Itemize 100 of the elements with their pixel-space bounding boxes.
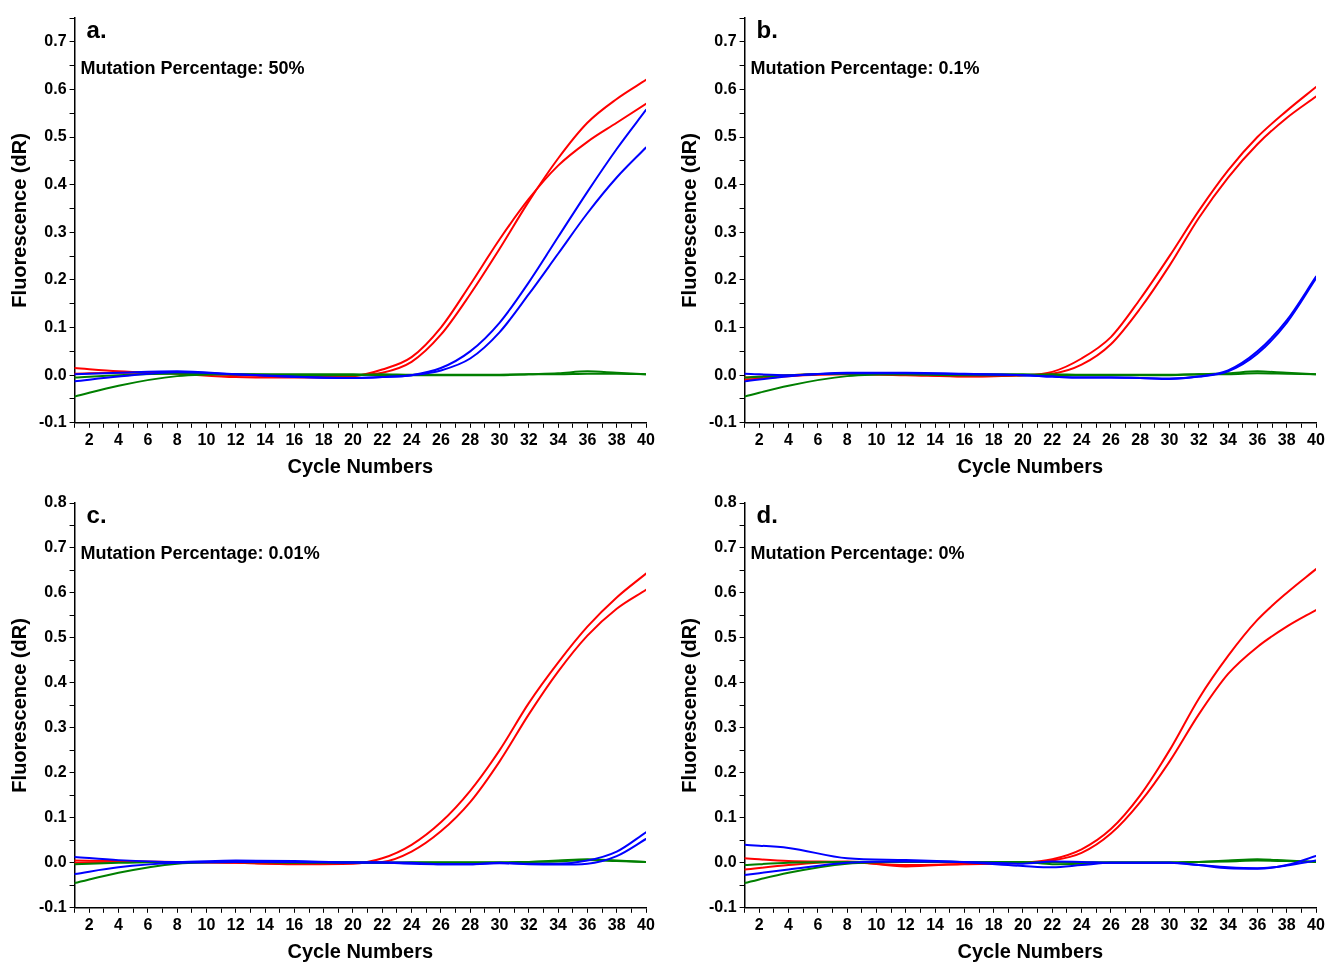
x-tick-label: 40 bbox=[637, 430, 655, 448]
x-tick-label: 28 bbox=[1131, 915, 1150, 933]
x-tick-label: 18 bbox=[314, 430, 333, 448]
x-tick-label: 40 bbox=[1307, 430, 1325, 448]
x-tick-label: 4 bbox=[784, 915, 794, 933]
x-tick-label: 12 bbox=[226, 915, 245, 933]
y-axis-title: Fluorescence (dR) bbox=[7, 133, 30, 308]
x-tick-label: 26 bbox=[1101, 430, 1120, 448]
x-tick-label: 12 bbox=[226, 430, 245, 448]
chart-title: a. bbox=[86, 16, 107, 43]
x-tick-label: 4 bbox=[784, 430, 794, 448]
x-tick-label: 14 bbox=[926, 915, 945, 933]
x-tick-label: 30 bbox=[1160, 915, 1179, 933]
x-tick-label: 24 bbox=[1072, 915, 1091, 933]
x-tick-label: 2 bbox=[754, 430, 764, 448]
x-tick-label: 40 bbox=[1307, 915, 1325, 933]
x-tick-label: 4 bbox=[114, 430, 124, 448]
y-tick-label: 0.7 bbox=[714, 538, 737, 556]
x-tick-label: 24 bbox=[1072, 430, 1091, 448]
x-tick-label: 32 bbox=[1189, 430, 1208, 448]
x-tick-label: 22 bbox=[1043, 915, 1062, 933]
y-tick-label: 0.5 bbox=[44, 127, 67, 145]
y-tick-label: 0.4 bbox=[44, 673, 67, 691]
y-tick-label: 0.6 bbox=[44, 583, 67, 601]
x-tick-label: 8 bbox=[172, 915, 182, 933]
y-tick-label: 0.7 bbox=[44, 32, 67, 50]
x-tick-label: 38 bbox=[607, 915, 626, 933]
x-tick-label: 34 bbox=[549, 430, 568, 448]
x-tick-label: 18 bbox=[984, 915, 1003, 933]
x-tick-label: 22 bbox=[373, 915, 392, 933]
x-tick-label: 16 bbox=[285, 430, 304, 448]
y-tick-label: 0.1 bbox=[714, 808, 737, 826]
x-tick-label: 10 bbox=[197, 430, 216, 448]
y-tick-label: 0.7 bbox=[714, 32, 737, 50]
y-axis-title: Fluorescence (dR) bbox=[7, 618, 30, 793]
annotation: Mutation Percentage: 0.1% bbox=[750, 58, 980, 78]
x-tick-label: 26 bbox=[431, 430, 450, 448]
x-tick-label: 40 bbox=[637, 915, 655, 933]
x-tick-label: 28 bbox=[461, 430, 480, 448]
x-tick-label: 26 bbox=[431, 915, 450, 933]
x-tick-label: 34 bbox=[1219, 915, 1238, 933]
y-tick-label: 0.5 bbox=[714, 127, 737, 145]
x-tick-label: 34 bbox=[549, 915, 568, 933]
x-tick-label: 16 bbox=[955, 430, 974, 448]
x-tick-label: 32 bbox=[519, 430, 538, 448]
chart-title: d. bbox=[756, 501, 778, 528]
y-tick-label: -0.1 bbox=[708, 898, 737, 916]
x-tick-label: 8 bbox=[842, 430, 852, 448]
x-tick-label: 2 bbox=[754, 915, 764, 933]
y-tick-label: 0.5 bbox=[714, 628, 737, 646]
y-tick-label: 0.3 bbox=[714, 222, 737, 240]
x-tick-label: 34 bbox=[1219, 430, 1238, 448]
chart-title: c. bbox=[86, 501, 107, 528]
x-tick-label: 10 bbox=[197, 915, 216, 933]
y-axis-title: Fluorescence (dR) bbox=[677, 133, 700, 308]
y-axis-title: Fluorescence (dR) bbox=[677, 618, 700, 793]
x-tick-label: 22 bbox=[373, 430, 392, 448]
x-tick-label: 10 bbox=[867, 430, 886, 448]
annotation: Mutation Percentage: 0.01% bbox=[80, 543, 320, 563]
y-tick-label: 0.8 bbox=[44, 493, 67, 511]
x-tick-label: 16 bbox=[955, 915, 974, 933]
x-tick-label: 22 bbox=[1043, 430, 1062, 448]
y-tick-label: 0.7 bbox=[44, 538, 67, 556]
x-tick-label: 24 bbox=[402, 915, 421, 933]
x-tick-label: 26 bbox=[1101, 915, 1120, 933]
y-tick-label: -0.1 bbox=[38, 898, 67, 916]
x-tick-label: 2 bbox=[84, 915, 94, 933]
y-tick-label: 0.6 bbox=[714, 583, 737, 601]
x-tick-label: 14 bbox=[256, 915, 275, 933]
x-tick-label: 18 bbox=[984, 430, 1003, 448]
x-tick-label: 10 bbox=[867, 915, 886, 933]
x-tick-label: 6 bbox=[813, 430, 823, 448]
y-tick-label: 0.0 bbox=[44, 853, 67, 871]
x-tick-label: 14 bbox=[256, 430, 275, 448]
y-tick-label: 0.2 bbox=[44, 270, 67, 288]
y-tick-label: 0.4 bbox=[714, 673, 737, 691]
x-tick-label: 36 bbox=[578, 915, 597, 933]
x-tick-label: 6 bbox=[143, 915, 153, 933]
x-tick-label: 18 bbox=[314, 915, 333, 933]
x-tick-label: 20 bbox=[344, 915, 362, 933]
x-tick-label: 28 bbox=[1131, 430, 1150, 448]
x-tick-label: 38 bbox=[1277, 430, 1296, 448]
x-tick-label: 32 bbox=[1189, 915, 1208, 933]
y-tick-label: 0.5 bbox=[44, 628, 67, 646]
x-tick-label: 38 bbox=[1277, 915, 1296, 933]
x-tick-label: 12 bbox=[896, 915, 915, 933]
x-tick-label: 30 bbox=[1160, 430, 1179, 448]
y-tick-label: 0.3 bbox=[44, 718, 67, 736]
y-tick-label: 0.6 bbox=[44, 79, 67, 97]
y-tick-label: 0.4 bbox=[714, 175, 737, 193]
x-tick-label: 12 bbox=[896, 430, 915, 448]
y-tick-label: -0.1 bbox=[38, 413, 67, 431]
annotation: Mutation Percentage: 0% bbox=[750, 543, 965, 563]
y-tick-label: 0.8 bbox=[714, 493, 737, 511]
x-tick-label: 36 bbox=[1248, 430, 1267, 448]
y-tick-label: 0.4 bbox=[44, 175, 67, 193]
x-tick-label: 24 bbox=[402, 430, 421, 448]
y-tick-label: 0.2 bbox=[714, 270, 737, 288]
x-axis-title: Cycle Numbers bbox=[287, 454, 434, 477]
x-tick-label: 4 bbox=[114, 915, 124, 933]
